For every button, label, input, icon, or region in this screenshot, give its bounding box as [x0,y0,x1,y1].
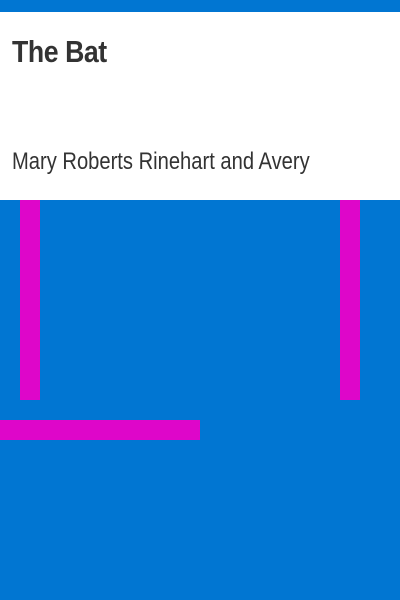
left-vertical-accent-bar [20,200,40,400]
right-vertical-accent-bar [340,200,360,400]
book-author: Mary Roberts Rinehart and Avery [12,148,310,175]
title-panel: The Bat Mary Roberts Rinehart and Avery [0,12,400,200]
top-band [0,0,400,12]
book-title: The Bat [12,34,107,69]
horizontal-accent-bar [0,420,200,440]
